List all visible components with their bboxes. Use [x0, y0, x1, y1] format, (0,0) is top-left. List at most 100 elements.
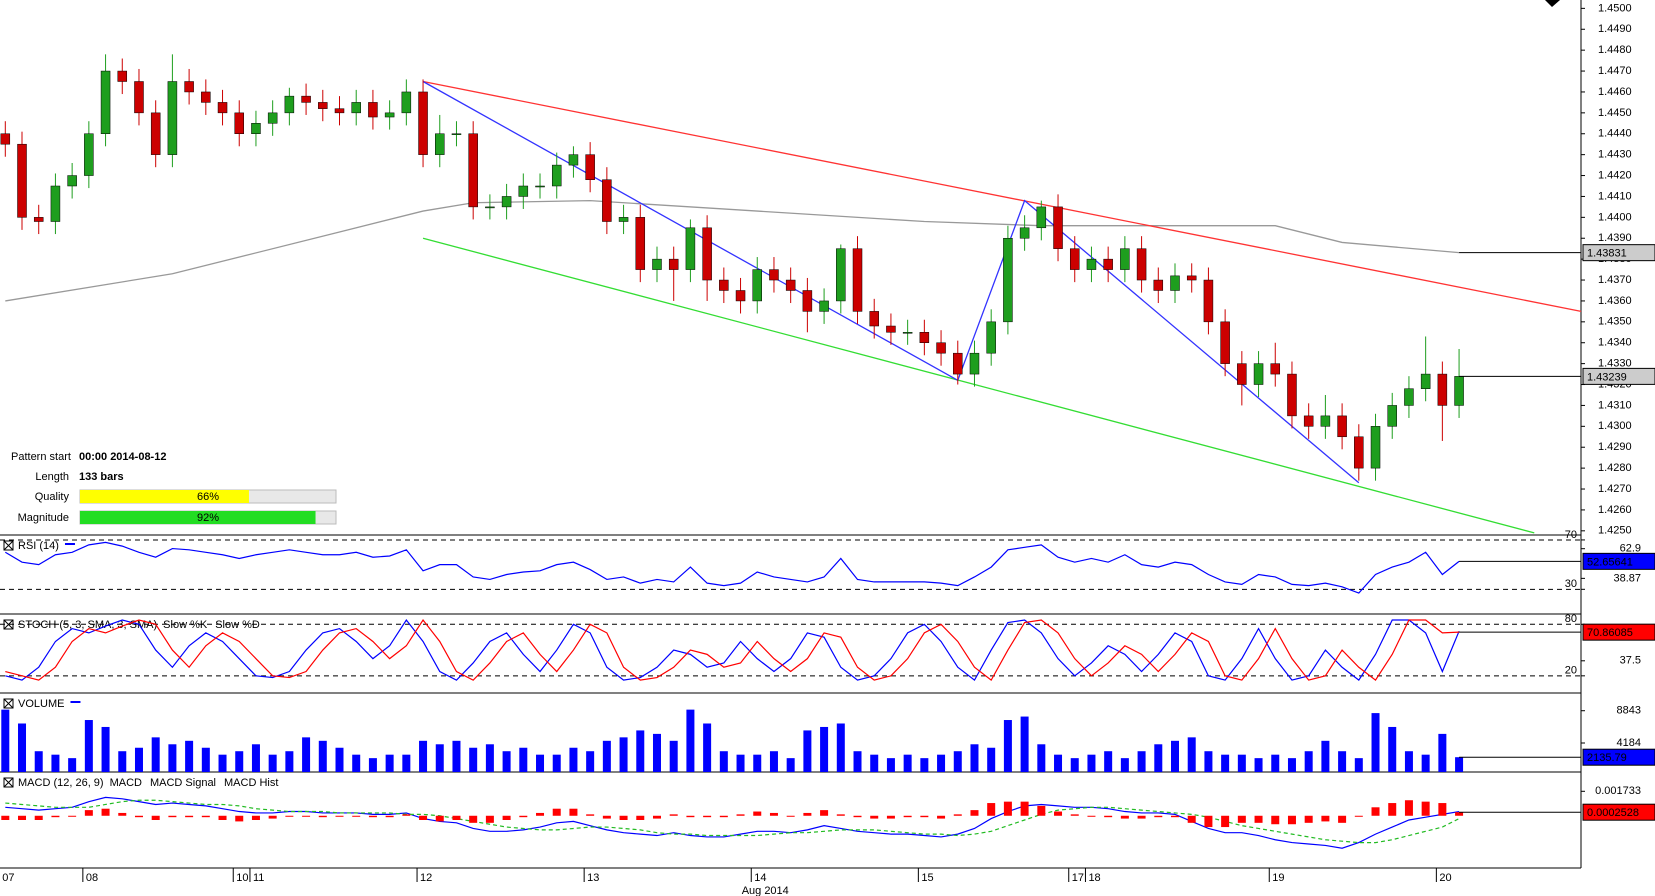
candle-body: [618, 217, 629, 222]
candle-body: [852, 248, 863, 312]
indicator-line: [5, 799, 1460, 844]
volume-bar: [1388, 726, 1397, 772]
candle-body: [785, 279, 796, 291]
histogram-bar: [970, 810, 979, 816]
volume-bar: [118, 751, 127, 772]
volume-bar: [402, 754, 411, 772]
volume-bar: [619, 737, 628, 772]
y-tick-label: 1.4250: [1598, 525, 1632, 537]
candle-body: [953, 352, 963, 375]
histogram-bar: [853, 815, 862, 818]
price-tag: [1582, 244, 1655, 262]
candle-body: [1337, 415, 1347, 438]
histogram-bar: [536, 812, 545, 816]
y-tick-label: 1.4400: [1598, 211, 1632, 223]
x-tick-label: 20: [1439, 872, 1451, 884]
y-tick-label: 37.5: [1620, 655, 1641, 667]
volume-bar: [1254, 758, 1263, 772]
histogram-bar: [1154, 815, 1163, 818]
histogram-bar: [1338, 815, 1347, 823]
candle-body: [401, 91, 412, 114]
panel-title: RSI (14): [18, 540, 59, 552]
volume-bar: [987, 747, 996, 772]
histogram-bar: [469, 815, 478, 823]
volume-bar: [1020, 716, 1029, 772]
y-tick-label: 1.4290: [1598, 441, 1632, 453]
volume-bar: [218, 754, 227, 772]
candle-body: [150, 112, 161, 155]
histogram-bar: [1054, 811, 1063, 816]
histogram-bar: [987, 803, 996, 816]
volume-bar: [602, 740, 611, 772]
y-tick-label: 1.4300: [1598, 420, 1632, 432]
candle-body: [84, 133, 94, 176]
panel-title: STOCH (5, 3, SMA, 3, SMA): [18, 619, 157, 631]
volume-bar: [519, 747, 528, 772]
volume-bar: [18, 723, 27, 772]
candle-body: [301, 95, 311, 103]
histogram-bar: [937, 815, 946, 819]
candle-body: [1454, 376, 1464, 406]
histogram-bar: [51, 815, 60, 818]
volume-bar: [953, 751, 962, 772]
x-tick-label: 15: [921, 872, 933, 884]
candle-body: [1036, 206, 1047, 229]
price-tag-label: 1.43239: [1587, 371, 1627, 383]
histogram-bar: [820, 810, 829, 816]
histogram-bar: [168, 815, 177, 818]
candle-body: [752, 269, 762, 302]
y-tick-label: 62.9: [1620, 543, 1641, 555]
histogram-bar: [1304, 815, 1313, 823]
candle-body: [435, 133, 445, 155]
indicator-line: [5, 618, 1460, 682]
histogram-bar: [218, 815, 227, 820]
x-tick-label: 14: [754, 872, 766, 884]
indicator-line: [4, 541, 1460, 594]
y-tick-label: 1.4270: [1598, 483, 1632, 495]
price-tag-label: 1.43831: [1587, 248, 1627, 260]
volume-bar: [201, 747, 210, 772]
candle-body: [719, 279, 729, 291]
candle-body: [318, 102, 328, 109]
volume-bar: [285, 751, 294, 772]
histogram-bar: [1371, 807, 1380, 816]
candle-body: [735, 290, 746, 302]
histogram-bar: [435, 815, 444, 822]
histogram-bar: [151, 815, 160, 820]
volume-bar: [134, 747, 143, 772]
candle-body: [836, 248, 846, 302]
x-tick-label: 12: [420, 872, 432, 884]
volume-bar: [836, 723, 845, 772]
volume-bar: [419, 740, 428, 772]
legend-entry: MACD Signal: [150, 777, 216, 789]
candle-body: [936, 342, 946, 354]
candle-body: [902, 332, 913, 334]
checkbox-cross: [3, 698, 14, 709]
histogram-bar: [636, 815, 645, 820]
legend-entry: Slow %K: [163, 619, 208, 631]
candle-body: [1270, 363, 1281, 375]
histogram-bar: [134, 815, 143, 818]
histogram-bar: [1, 815, 10, 820]
menu-arrow[interactable]: [1545, 0, 1560, 7]
y-tick-label: 1.4490: [1598, 23, 1632, 35]
price-tag: [1582, 623, 1655, 641]
candle-body: [635, 217, 646, 270]
volume-bar: [1054, 754, 1063, 772]
x-tick-label: 10: [236, 872, 248, 884]
histogram-bar: [18, 815, 27, 820]
x-axis-label: Aug 2014: [742, 885, 789, 896]
candle-body: [518, 185, 529, 197]
candle-body: [1186, 275, 1197, 281]
histogram-bar: [385, 815, 394, 818]
volume-bar: [870, 754, 879, 772]
volume-bar: [937, 754, 946, 772]
histogram-bar: [1254, 815, 1263, 823]
histogram-bar: [719, 815, 728, 818]
volume-bar: [1120, 758, 1129, 772]
overlay-line: [5, 199, 1460, 302]
pattern-label: Pattern start: [11, 451, 71, 463]
histogram-bar: [1455, 812, 1464, 816]
volume-bar: [1371, 713, 1380, 772]
y-tick-label: 1.4410: [1598, 190, 1632, 202]
